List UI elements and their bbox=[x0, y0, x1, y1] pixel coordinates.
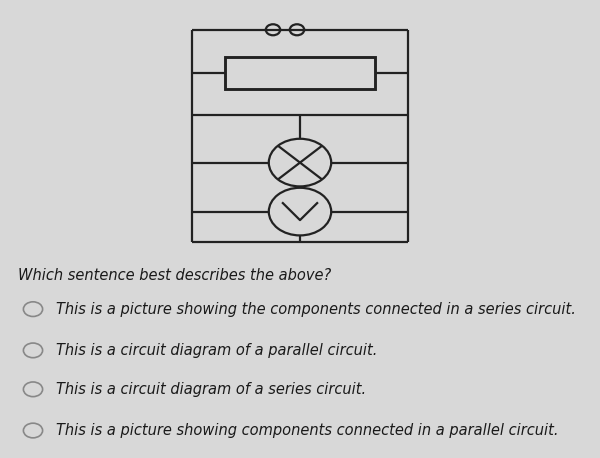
Text: This is a circuit diagram of a parallel circuit.: This is a circuit diagram of a parallel … bbox=[56, 343, 377, 358]
Text: This is a picture showing the components connected in a series circuit.: This is a picture showing the components… bbox=[56, 302, 575, 316]
Text: This is a picture showing components connected in a parallel circuit.: This is a picture showing components con… bbox=[56, 423, 558, 438]
Bar bbox=[225, 57, 375, 89]
Text: Which sentence best describes the above?: Which sentence best describes the above? bbox=[18, 268, 331, 283]
Text: This is a circuit diagram of a series circuit.: This is a circuit diagram of a series ci… bbox=[56, 382, 366, 397]
